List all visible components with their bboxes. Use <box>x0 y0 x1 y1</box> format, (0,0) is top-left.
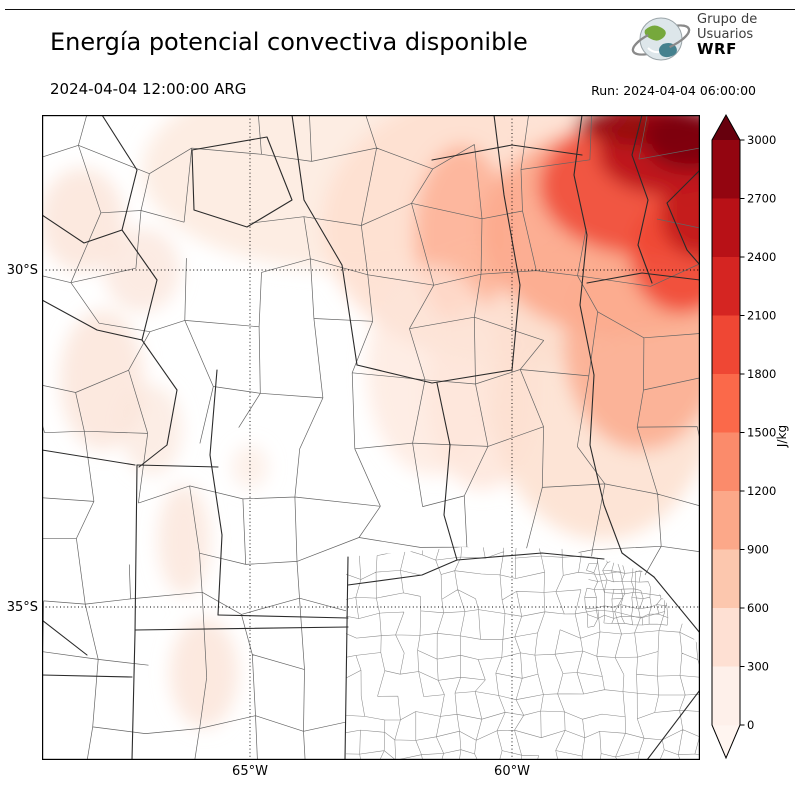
cb-tick-900: 900 <box>747 543 769 557</box>
run-time-label: Run: 2024-04-04 06:00:00 <box>591 83 756 98</box>
colorbar-tick-labels: 3000 2700 2400 2100 1800 1500 1200 900 6… <box>747 133 776 732</box>
colorbar-under-arrow <box>712 725 740 758</box>
logo-line-1: Grupo de <box>697 12 758 27</box>
cb-tick-2100: 2100 <box>747 309 776 323</box>
logo-line-3: WRF <box>697 40 737 58</box>
cb-tick-1500: 1500 <box>747 426 776 440</box>
cb-tick-1800: 1800 <box>747 367 776 381</box>
colorbar-unit-label: J/kg <box>775 425 789 448</box>
cb-tick-300: 300 <box>747 660 769 674</box>
cb-tick-0: 0 <box>747 718 754 732</box>
valid-time-label: 2024-04-04 12:00:00 ARG <box>50 80 247 98</box>
province-borders <box>42 115 700 760</box>
cb-tick-600: 600 <box>747 601 769 615</box>
colorbar-tick-marks <box>740 139 745 726</box>
cb-tick-3000: 3000 <box>747 133 776 147</box>
logo-line-2: Usuarios <box>697 27 754 42</box>
lon-tick-65w: 65°W <box>232 764 268 779</box>
cb-tick-2400: 2400 <box>747 250 776 264</box>
globe-icon <box>631 17 691 61</box>
cb-tick-1200: 1200 <box>747 484 776 498</box>
colorbar: 3000 2700 2400 2100 1800 1500 1200 900 6… <box>711 113 789 760</box>
lat-tick-30s: 30°S <box>6 263 38 278</box>
map-border <box>42 115 700 760</box>
wrf-logo: Grupo de Usuarios WRF <box>630 10 757 68</box>
map-canvas <box>42 115 700 760</box>
colorbar-segments <box>712 140 740 726</box>
colorbar-over-arrow <box>712 115 740 140</box>
figure-title: Energía potencial convectiva disponible <box>50 28 528 56</box>
cb-tick-2700: 2700 <box>747 192 776 206</box>
lat-tick-35s: 35°S <box>6 600 38 615</box>
top-rule <box>5 9 795 10</box>
lon-tick-60w: 60°W <box>494 764 530 779</box>
